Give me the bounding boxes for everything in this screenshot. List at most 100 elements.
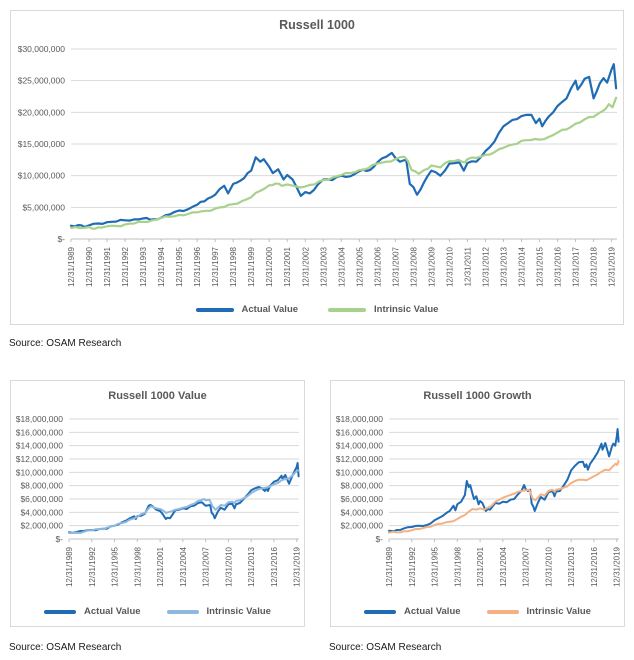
intrinsic-value-line-swatch	[166, 609, 199, 614]
svg-text:$2,000,000: $2,000,000	[340, 521, 383, 531]
svg-text:12/31/2008: 12/31/2008	[409, 246, 418, 287]
russell-1000-value-chart-title: Russell 1000 Value	[108, 390, 207, 402]
svg-text:12/31/2010: 12/31/2010	[224, 546, 233, 587]
svg-text:12/31/2011: 12/31/2011	[463, 246, 472, 286]
legend-label-intrinsic-value: Intrinsic Value	[206, 606, 271, 617]
source-note-value: Source: OSAM Research	[9, 642, 122, 653]
svg-text:12/31/1989: 12/31/1989	[67, 246, 76, 287]
svg-text:$8,000,000: $8,000,000	[340, 481, 383, 491]
actual-value-line-swatch	[44, 609, 77, 614]
svg-text:12/31/2018: 12/31/2018	[590, 246, 599, 287]
legend-label-intrinsic-value: Intrinsic Value	[526, 606, 591, 617]
svg-text:$10,000,000: $10,000,000	[336, 467, 384, 477]
svg-text:$30,000,000: $30,000,000	[18, 44, 66, 54]
svg-text:12/31/1998: 12/31/1998	[453, 546, 462, 587]
svg-text:12/31/2003: 12/31/2003	[319, 246, 328, 287]
svg-text:$25,000,000: $25,000,000	[18, 76, 66, 86]
svg-text:12/31/2001: 12/31/2001	[283, 246, 292, 287]
legend-label-actual-value: Actual Value	[404, 606, 461, 617]
svg-text:12/31/1998: 12/31/1998	[133, 546, 142, 587]
svg-text:12/31/1996: 12/31/1996	[193, 246, 202, 287]
svg-text:12/31/2010: 12/31/2010	[544, 546, 553, 587]
svg-text:12/31/2019: 12/31/2019	[608, 246, 617, 287]
russell-1000-value-legend: Actual Value Intrinsic Value	[11, 606, 304, 617]
legend-item-intrinsic-value: Intrinsic Value	[166, 606, 271, 617]
intrinsic-value-line-swatch	[328, 307, 367, 312]
russell-1000-value-chart: Russell 1000 Value $- $2,000,000 $4,000,00…	[10, 380, 305, 627]
svg-text:$-: $-	[55, 534, 63, 544]
svg-text:12/31/2000: 12/31/2000	[265, 246, 274, 287]
svg-text:$5,000,000: $5,000,000	[22, 202, 65, 212]
svg-text:12/31/1999: 12/31/1999	[247, 246, 256, 287]
svg-text:12/31/1991: 12/31/1991	[103, 246, 112, 287]
svg-text:12/31/2005: 12/31/2005	[355, 246, 364, 287]
svg-text:12/31/2007: 12/31/2007	[522, 546, 531, 587]
russell-1000-legend: Actual Value Intrinsic Value	[11, 304, 623, 315]
actual-value-line-swatch	[364, 609, 397, 614]
svg-text:$15,000,000: $15,000,000	[18, 139, 66, 149]
svg-text:12/31/2009: 12/31/2009	[427, 246, 436, 287]
svg-text:$18,000,000: $18,000,000	[336, 414, 384, 424]
svg-text:12/31/2013: 12/31/2013	[567, 546, 576, 587]
svg-text:12/31/2013: 12/31/2013	[499, 246, 508, 287]
svg-text:12/31/2001: 12/31/2001	[156, 546, 165, 587]
legend-item-actual-value: Actual Value	[195, 304, 299, 315]
russell-1000-value-plot: $- $2,000,000 $4,000,000 $6,000,000 $8,000,0…	[16, 414, 302, 587]
source-note-main: Source: OSAM Research	[9, 338, 122, 349]
legend-item-actual-value: Actual Value	[364, 606, 461, 617]
legend-label-actual-value: Actual Value	[241, 304, 299, 315]
legend-label-intrinsic-value: Intrinsic Value	[374, 304, 439, 315]
svg-text:12/31/2016: 12/31/2016	[590, 546, 599, 587]
svg-text:12/31/1995: 12/31/1995	[175, 246, 184, 287]
svg-text:$14,000,000: $14,000,000	[16, 441, 64, 451]
svg-text:12/31/2016: 12/31/2016	[270, 546, 279, 587]
svg-text:12/31/1990: 12/31/1990	[85, 246, 94, 287]
svg-text:$18,000,000: $18,000,000	[16, 414, 64, 424]
russell-1000-growth-chart: Russell 1000 Growth $- $2,000,000 $4,000,0…	[330, 380, 625, 627]
legend-item-actual-value: Actual Value	[44, 606, 141, 617]
svg-text:12/31/2007: 12/31/2007	[202, 546, 211, 587]
intrinsic-value-line-swatch	[486, 609, 519, 614]
svg-text:$2,000,000: $2,000,000	[20, 521, 63, 531]
russell-1000-chart: Russell 1000 $- $5,000,000 $10,000,000 $15,…	[10, 10, 624, 325]
svg-text:12/31/1992: 12/31/1992	[121, 246, 130, 287]
svg-text:12/31/2004: 12/31/2004	[179, 546, 188, 587]
russell-1000-growth-legend: Actual Value Intrinsic Value	[331, 606, 624, 617]
svg-text:12/31/2015: 12/31/2015	[536, 246, 545, 287]
svg-text:12/31/2006: 12/31/2006	[373, 246, 382, 287]
svg-text:12/31/1997: 12/31/1997	[211, 246, 220, 287]
svg-text:12/31/2013: 12/31/2013	[247, 546, 256, 587]
svg-text:$16,000,000: $16,000,000	[336, 427, 384, 437]
actual-value-line-swatch	[195, 307, 234, 312]
svg-text:12/31/2016: 12/31/2016	[554, 246, 563, 287]
svg-text:12/31/2004: 12/31/2004	[337, 246, 346, 287]
svg-text:$12,000,000: $12,000,000	[16, 454, 64, 464]
svg-text:$10,000,000: $10,000,000	[16, 467, 64, 477]
svg-text:12/31/2001: 12/31/2001	[476, 546, 485, 587]
svg-text:12/31/1995: 12/31/1995	[111, 546, 120, 587]
svg-text:$20,000,000: $20,000,000	[18, 107, 66, 117]
svg-text:12/31/2007: 12/31/2007	[391, 246, 400, 287]
svg-text:12/31/1994: 12/31/1994	[157, 246, 166, 287]
svg-text:$-: $-	[57, 234, 65, 244]
svg-text:$4,000,000: $4,000,000	[20, 507, 63, 517]
source-note-growth: Source: OSAM Research	[329, 642, 442, 653]
svg-text:12/31/1998: 12/31/1998	[229, 246, 238, 287]
svg-text:12/31/2017: 12/31/2017	[572, 246, 581, 287]
legend-label-actual-value: Actual Value	[84, 606, 141, 617]
svg-text:12/31/1989: 12/31/1989	[385, 546, 394, 587]
russell-1000-chart-title: Russell 1000	[279, 18, 355, 32]
svg-text:12/31/2002: 12/31/2002	[301, 246, 310, 287]
svg-text:12/31/2004: 12/31/2004	[499, 546, 508, 587]
svg-text:12/31/2010: 12/31/2010	[445, 246, 454, 287]
svg-text:12/31/2019: 12/31/2019	[293, 546, 302, 587]
svg-text:12/31/1989: 12/31/1989	[65, 546, 74, 587]
legend-item-intrinsic-value: Intrinsic Value	[328, 304, 438, 315]
svg-text:$14,000,000: $14,000,000	[336, 441, 384, 451]
russell-1000-plot: $- $5,000,000 $10,000,000 $15,000,000 $20,00…	[18, 44, 618, 287]
svg-text:$16,000,000: $16,000,000	[16, 427, 64, 437]
svg-text:12/31/1993: 12/31/1993	[139, 246, 148, 287]
legend-item-intrinsic-value: Intrinsic Value	[486, 606, 591, 617]
svg-text:$-: $-	[375, 534, 383, 544]
